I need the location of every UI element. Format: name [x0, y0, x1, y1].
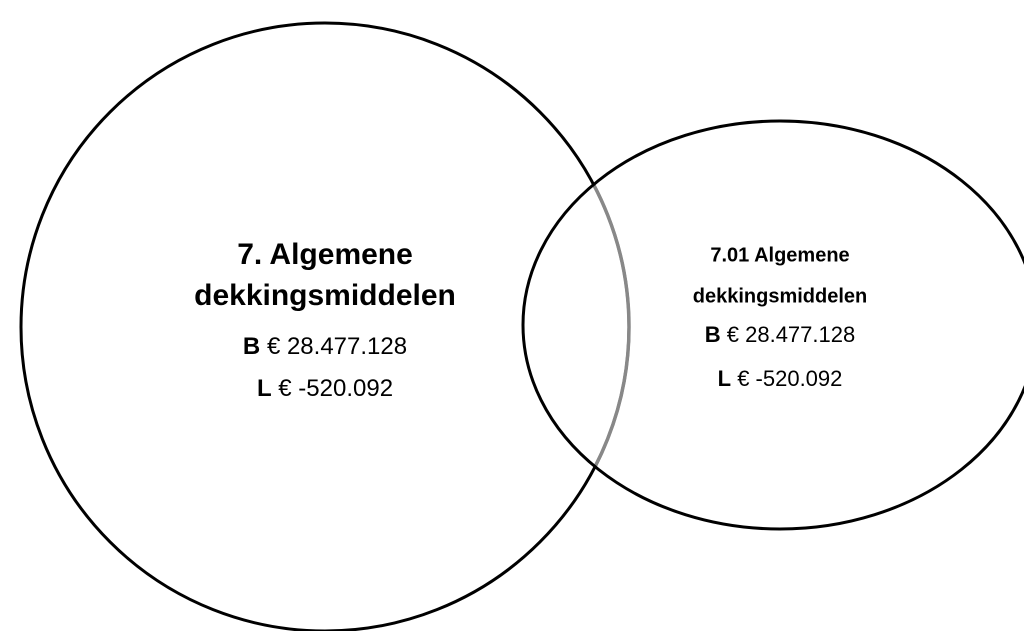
line-label: B [705, 322, 721, 347]
node-line: B € 28.477.128 [705, 322, 855, 347]
node-title: 7.01 Algemene [710, 244, 849, 266]
node-title: 7. Algemene [237, 238, 413, 271]
line-label: L [718, 366, 731, 391]
node-line: L € -520.092 [257, 375, 393, 402]
line-label: L [257, 375, 272, 402]
node-line: B € 28.477.128 [243, 333, 407, 360]
line-amount: € 28.477.128 [267, 333, 407, 360]
line-amount: € 28.477.128 [727, 322, 855, 347]
node-title: dekkingsmiddelen [194, 279, 456, 312]
line-label: B [243, 333, 260, 360]
right-circle [521, 119, 1024, 531]
line-amount: € -520.092 [278, 375, 393, 402]
node-title: dekkingsmiddelen [693, 285, 868, 307]
line-amount: € -520.092 [737, 366, 842, 391]
overlap-arc [523, 121, 631, 529]
left-circle [19, 21, 631, 631]
node-line: L € -520.092 [718, 366, 843, 391]
